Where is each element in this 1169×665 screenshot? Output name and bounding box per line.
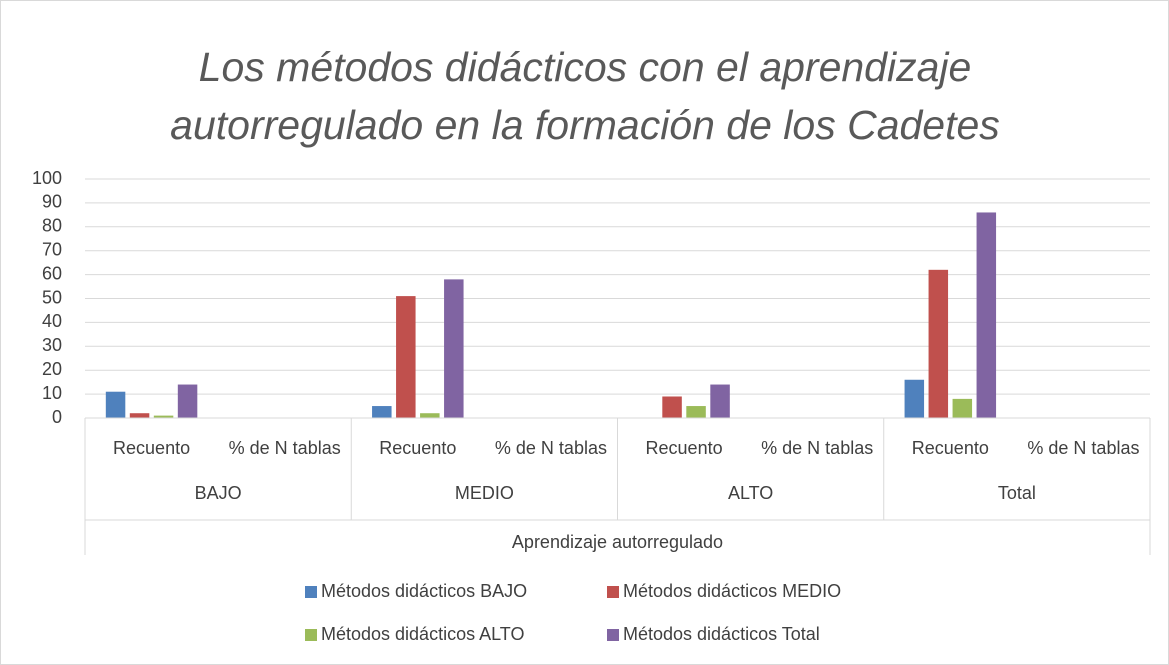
bar [105,391,126,418]
y-tick-label: 10 [42,383,62,403]
group-label: BAJO [195,483,242,503]
legend-label: Métodos didácticos Total [623,624,820,644]
x-tick-label: % de N tablas [229,438,341,458]
x-tick-label: % de N tablas [495,438,607,458]
bar [710,384,730,418]
group-label: ALTO [728,483,773,503]
bar [928,269,949,418]
legend-label: Métodos didácticos MEDIO [623,581,841,601]
x-tick-label: Recuento [379,438,456,458]
bar [952,398,973,418]
bar [177,384,198,418]
legend-label: Métodos didácticos ALTO [321,624,524,644]
group-label: Total [998,483,1036,503]
y-tick-label: 50 [42,287,62,307]
x-tick-label: Recuento [912,438,989,458]
y-tick-label: 40 [42,311,62,331]
bar [662,396,682,418]
bar [420,413,440,418]
y-tick-label: 30 [42,335,62,355]
y-tick-label: 90 [42,192,62,212]
bar [904,379,925,418]
x-tick-label: Recuento [646,438,723,458]
y-tick-label: 0 [52,407,62,427]
legend-swatch [305,629,317,641]
bar [686,406,706,418]
x-axis-label: Aprendizaje autorregulado [512,532,723,552]
legend-label: Métodos didácticos BAJO [321,581,527,601]
y-tick-label: 100 [32,168,62,188]
y-tick-label: 80 [42,216,62,236]
legend-swatch [607,629,619,641]
bar [372,406,392,418]
bar [976,212,997,418]
legend-swatch [607,586,619,598]
bar [396,296,416,418]
x-tick-label: % de N tablas [761,438,873,458]
x-tick-label: % de N tablas [1027,438,1139,458]
y-tick-label: 60 [42,263,62,283]
bar [153,415,174,418]
chart-title: Los métodos didácticos con el aprendizaj… [170,44,1000,148]
y-tick-label: 20 [42,359,62,379]
x-tick-label: Recuento [113,438,190,458]
legend-swatch [305,586,317,598]
y-tick-label: 70 [42,239,62,259]
group-label: MEDIO [455,483,514,503]
bar [444,279,464,418]
bar [129,413,150,418]
